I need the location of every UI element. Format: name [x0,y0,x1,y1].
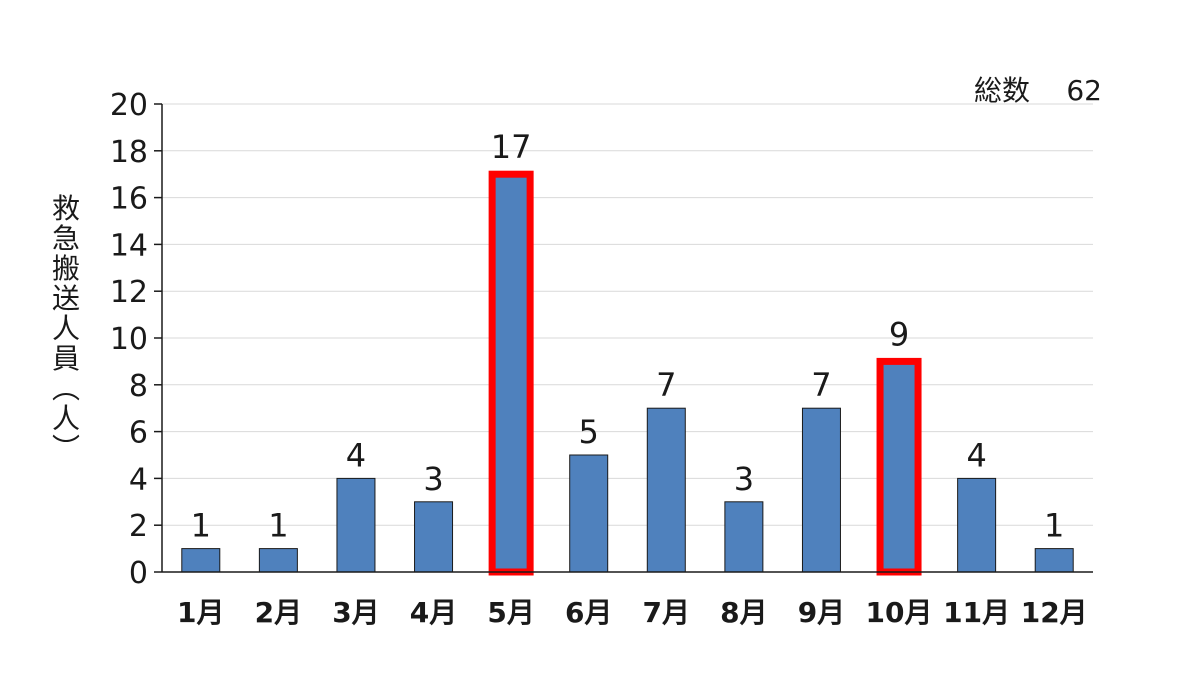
total-value: 62 [1066,74,1102,107]
x-tick-label: 4月 [410,596,457,629]
y-tick-label: 4 [129,462,148,497]
data-label: 1 [1044,507,1064,545]
x-tick-label: 11月 [943,596,1010,629]
y-tick-label: 14 [110,228,148,263]
data-label: 1 [268,507,288,545]
y-tick-label: 10 [110,322,148,357]
total-label: 総数 [974,74,1030,107]
bar [569,454,609,573]
data-label: 4 [966,436,986,474]
bar-highlighted [876,357,922,576]
y-axis-label: 救急搬送人員︵人︶ [52,192,80,465]
y-tick-label: 2 [129,509,148,544]
data-label: 3 [423,460,443,498]
y-tick-label: 16 [110,182,148,217]
data-labels: 1 1 4 3 17 5 7 3 7 9 4 1 [191,128,1065,544]
bar [957,477,997,573]
bar [258,548,298,573]
x-tick-label: 10月 [866,596,933,629]
y-tick-label: 6 [129,416,148,451]
y-axis-title: 救急搬送人員︵人︶ [52,192,80,465]
data-label: 5 [579,413,599,451]
bar [724,501,764,573]
y-tick-labels: 0 2 4 6 8 10 12 14 16 18 20 [110,88,148,591]
y-tick-label: 8 [129,369,148,404]
x-tick-label: 9月 [798,596,845,629]
data-label: 9 [889,315,909,353]
data-label: 4 [346,436,366,474]
x-tick-label: 3月 [332,596,379,629]
x-tick-label: 2月 [255,596,302,629]
data-label: 3 [734,460,754,498]
x-tick-label: 7月 [643,596,690,629]
x-tick-labels: 1月 2月 3月 4月 5月 6月 7月 8月 9月 10月 11月 12月 [177,596,1088,629]
y-tick-label: 20 [110,88,148,123]
x-tick-label: 12月 [1021,596,1088,629]
data-label: 7 [656,366,676,404]
data-label: 17 [491,128,532,166]
x-tick-label: 6月 [565,596,612,629]
bar [1034,548,1074,573]
x-tick-label: 5月 [487,596,534,629]
bar-highlighted [488,170,534,576]
bar [336,477,376,573]
bars [181,170,1074,576]
x-tick-label: 1月 [177,596,224,629]
data-label: 1 [191,507,211,545]
bar [181,548,221,573]
axes [154,103,1093,573]
gridlines [162,103,1093,526]
y-tick-label: 18 [110,135,148,170]
bar [646,407,686,573]
y-tick-label: 0 [129,556,148,591]
data-label: 7 [811,366,831,404]
x-tick-label: 8月 [720,596,767,629]
bar [801,407,841,573]
bar [414,501,454,573]
y-tick-label: 12 [110,275,148,310]
